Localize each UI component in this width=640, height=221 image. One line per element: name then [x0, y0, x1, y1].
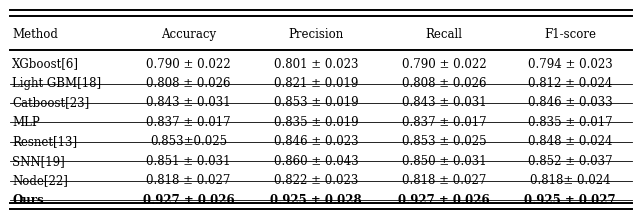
Text: Ours: Ours: [12, 194, 44, 207]
Text: 0.821 ± 0.019: 0.821 ± 0.019: [274, 77, 358, 90]
Text: 0.835 ± 0.017: 0.835 ± 0.017: [528, 116, 612, 129]
Text: Recall: Recall: [426, 28, 463, 41]
Text: 0.843 ± 0.031: 0.843 ± 0.031: [147, 97, 231, 109]
Text: 0.927 ± 0.026: 0.927 ± 0.026: [398, 194, 490, 207]
Text: 0.851 ± 0.031: 0.851 ± 0.031: [147, 155, 231, 168]
Text: 0.822 ± 0.023: 0.822 ± 0.023: [274, 174, 358, 187]
Text: Method: Method: [12, 28, 58, 41]
Text: F1-score: F1-score: [544, 28, 596, 41]
Text: 0.812 ± 0.024: 0.812 ± 0.024: [528, 77, 612, 90]
Text: 0.925 ± 0.027: 0.925 ± 0.027: [524, 194, 616, 207]
Text: 0.818 ± 0.027: 0.818 ± 0.027: [402, 174, 486, 187]
Text: 0.853±0.025: 0.853±0.025: [150, 135, 227, 148]
Text: MLP: MLP: [12, 116, 40, 129]
Text: 0.837 ± 0.017: 0.837 ± 0.017: [147, 116, 231, 129]
Text: 0.927 ± 0.026: 0.927 ± 0.026: [143, 194, 234, 207]
Text: 0.846 ± 0.023: 0.846 ± 0.023: [274, 135, 358, 148]
Text: Node[22]: Node[22]: [12, 174, 68, 187]
Text: 0.808 ± 0.026: 0.808 ± 0.026: [402, 77, 486, 90]
Text: 0.850 ± 0.031: 0.850 ± 0.031: [402, 155, 486, 168]
Text: 0.818 ± 0.027: 0.818 ± 0.027: [147, 174, 231, 187]
Text: 0.790 ± 0.022: 0.790 ± 0.022: [402, 58, 486, 70]
Text: 0.808 ± 0.026: 0.808 ± 0.026: [147, 77, 231, 90]
Text: Precision: Precision: [289, 28, 344, 41]
Text: 0.846 ± 0.033: 0.846 ± 0.033: [527, 97, 612, 109]
Text: Resnet[13]: Resnet[13]: [12, 135, 77, 148]
Text: Accuracy: Accuracy: [161, 28, 216, 41]
Text: 0.835 ± 0.019: 0.835 ± 0.019: [274, 116, 358, 129]
Text: Light GBM[18]: Light GBM[18]: [12, 77, 101, 90]
Text: 0.853 ± 0.025: 0.853 ± 0.025: [402, 135, 486, 148]
Text: 0.790 ± 0.022: 0.790 ± 0.022: [147, 58, 231, 70]
Text: 0.801 ± 0.023: 0.801 ± 0.023: [274, 58, 358, 70]
Text: Catboost[23]: Catboost[23]: [12, 97, 90, 109]
Text: 0.848 ± 0.024: 0.848 ± 0.024: [528, 135, 612, 148]
Text: SNN[19]: SNN[19]: [12, 155, 65, 168]
Text: 0.860 ± 0.043: 0.860 ± 0.043: [274, 155, 358, 168]
Text: 0.853 ± 0.019: 0.853 ± 0.019: [274, 97, 358, 109]
Text: 0.843 ± 0.031: 0.843 ± 0.031: [402, 97, 486, 109]
Text: 0.925 ± 0.028: 0.925 ± 0.028: [271, 194, 362, 207]
Text: 0.852 ± 0.037: 0.852 ± 0.037: [528, 155, 612, 168]
Text: 0.837 ± 0.017: 0.837 ± 0.017: [402, 116, 486, 129]
Text: 0.794 ± 0.023: 0.794 ± 0.023: [527, 58, 612, 70]
Text: XGboost[6]: XGboost[6]: [12, 58, 79, 70]
Text: 0.818± 0.024: 0.818± 0.024: [530, 174, 611, 187]
